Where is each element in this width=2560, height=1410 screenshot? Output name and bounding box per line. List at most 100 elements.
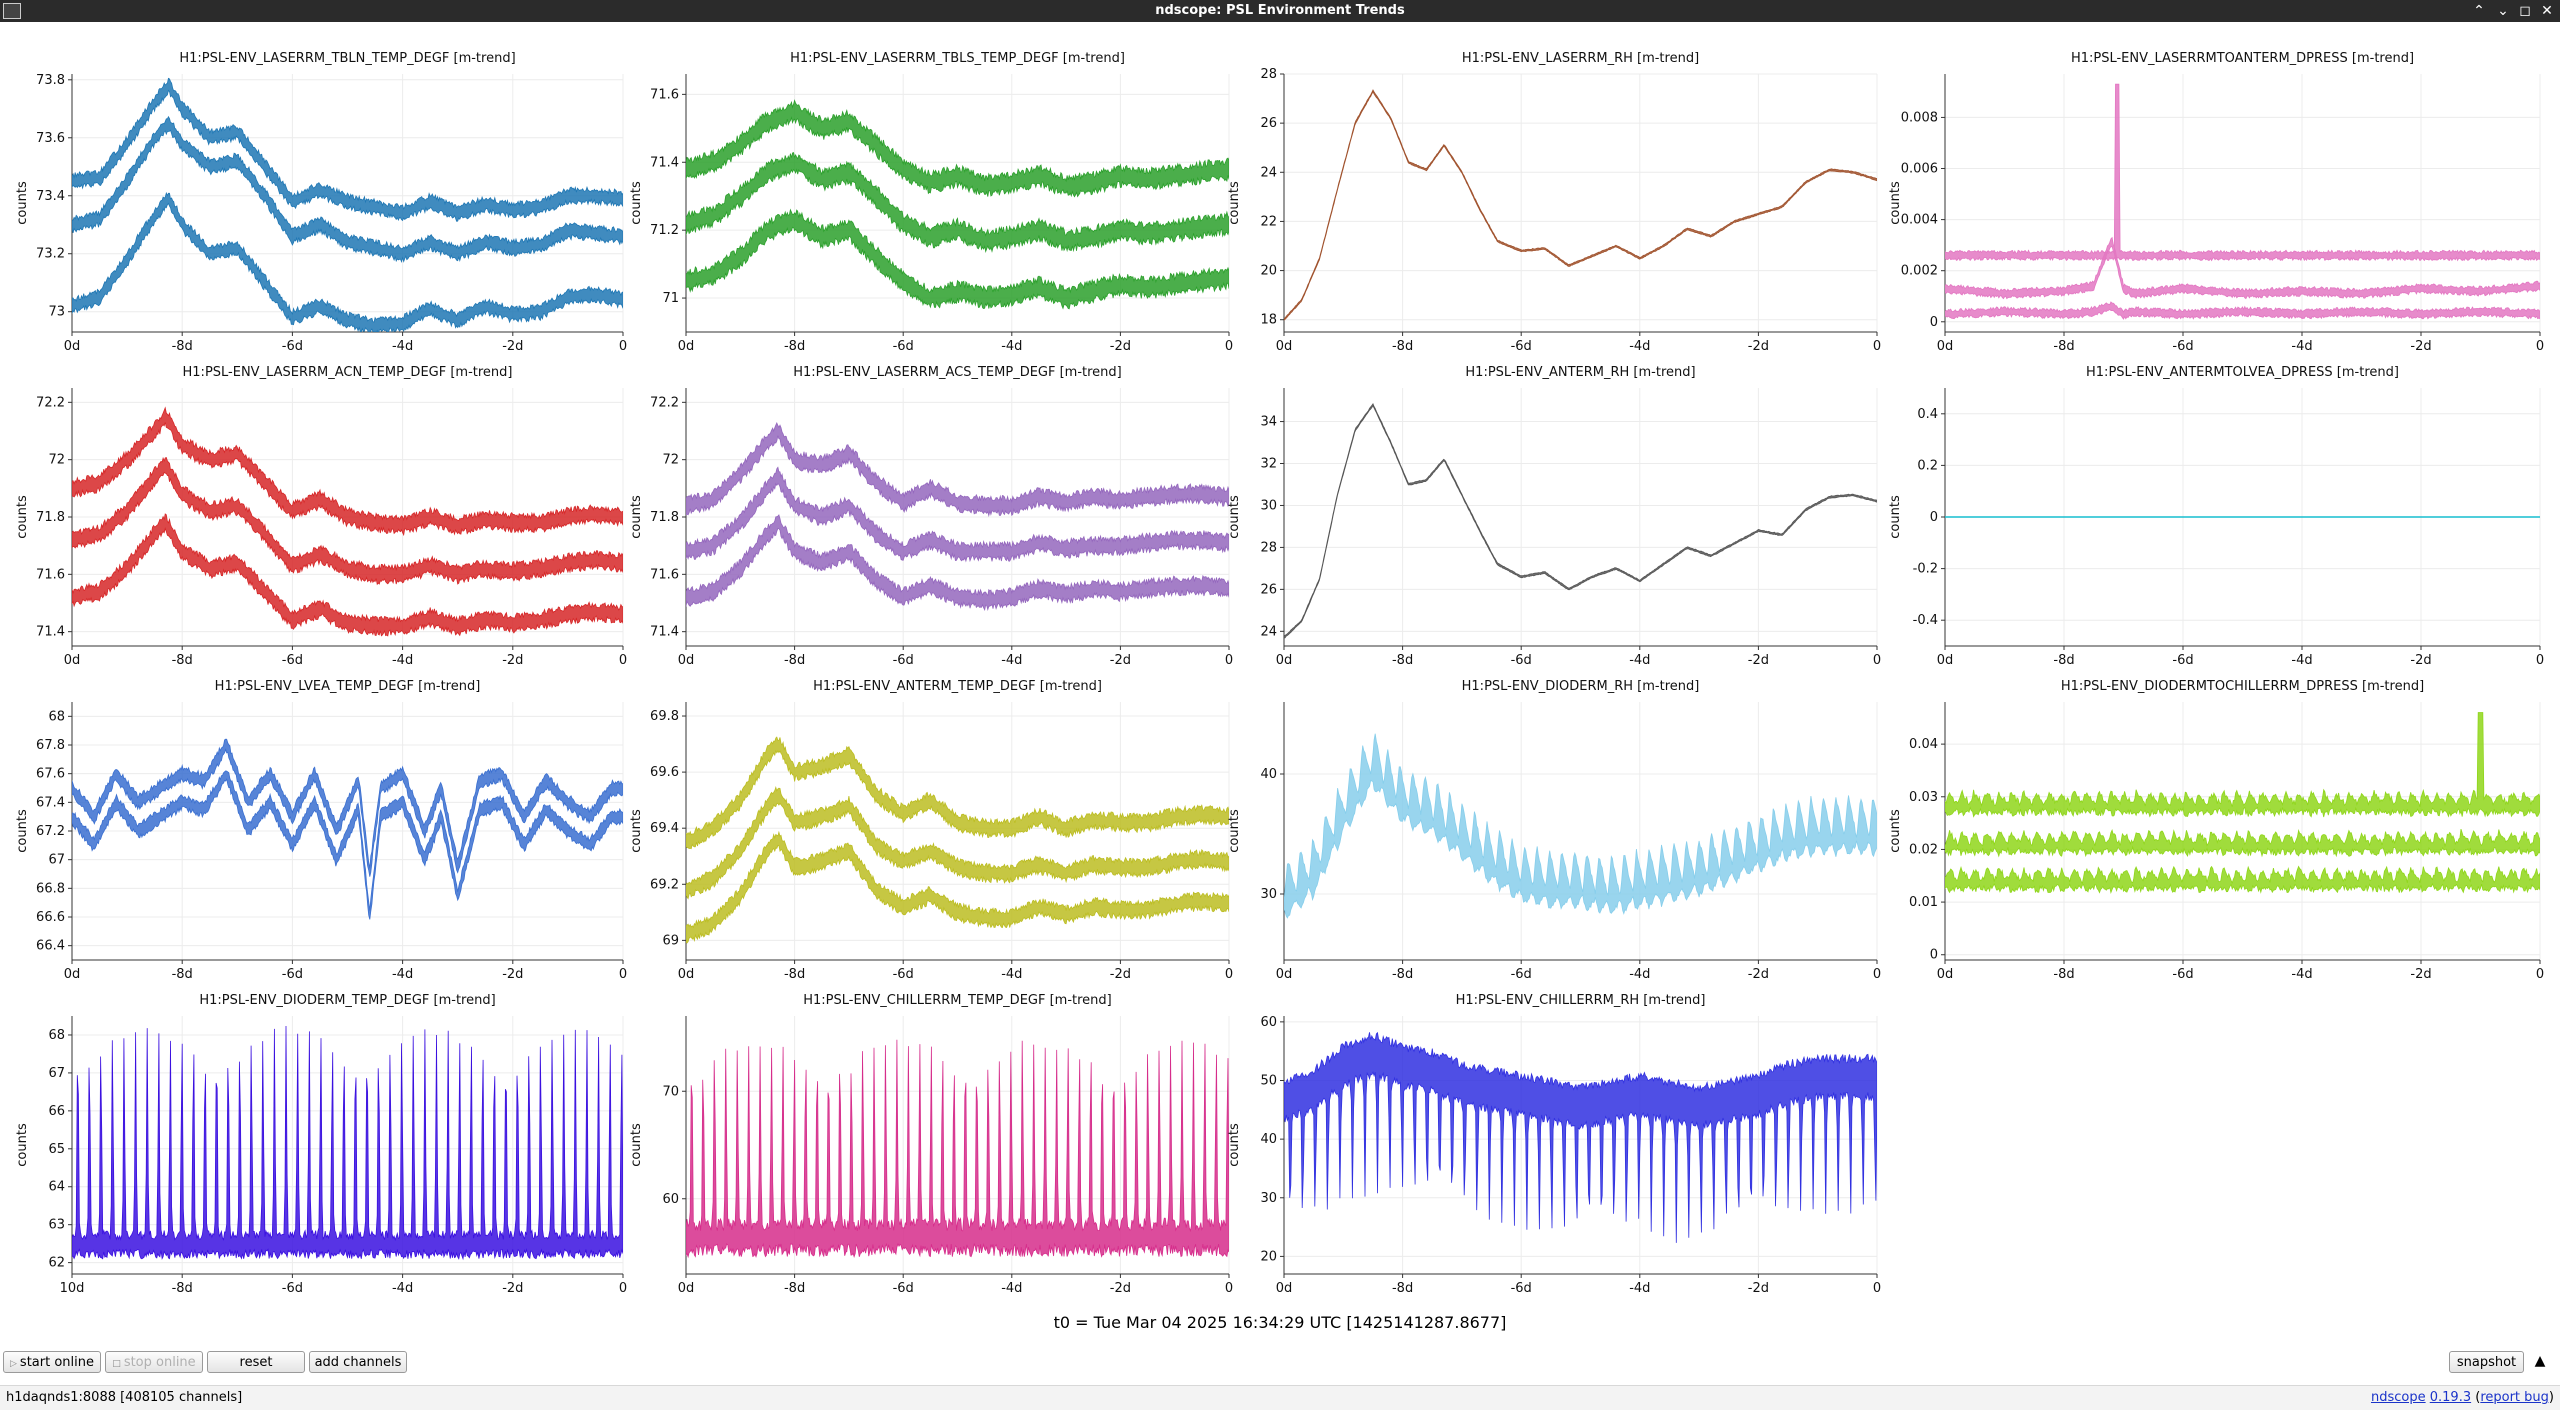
series-band [72,406,623,537]
x-tick-label: -4d [1629,339,1650,354]
y-tick-label: 20 [1260,264,1277,279]
y-tick-label: 71 [662,291,679,306]
y-tick-label: 69.6 [650,765,679,780]
add-channels-button[interactable]: add channels [309,1351,407,1373]
x-tick-label: -8d [784,653,805,668]
plot-panel[interactable]: H1:PSL-ENV_DIODERMTOCHILLERRM_DPRESS [m-… [1888,679,2544,982]
plot-panel[interactable]: H1:PSL-ENV_DIODERM_TEMP_DEGF [m-trend] 62… [15,993,627,1296]
y-tick-label: 30 [1260,1191,1277,1206]
y-tick-label: 0 [1930,510,1938,525]
y-axis-label: counts [1227,809,1242,853]
y-tick-label: 71.6 [650,87,679,102]
x-tick-label: -6d [1511,967,1532,982]
report-bug-link[interactable]: report bug [2480,1390,2549,1405]
x-tick-label: -2d [1110,967,1131,982]
plot-title: H1:PSL-ENV_CHILLERRM_TEMP_DEGF [m-trend] [803,993,1111,1008]
series-band [686,466,1229,563]
y-tick-label: 26 [1260,582,1277,597]
y-tick-label: 18 [1260,313,1277,328]
plot-panel[interactable]: H1:PSL-ENV_LASERRM_TBLN_TEMP_DEGF [m-tre… [15,51,627,354]
plot-title: H1:PSL-ENV_LASERRM_RH [m-trend] [1462,51,1699,66]
y-tick-label: 66.4 [36,939,65,954]
y-tick-label: 67.6 [36,767,65,782]
series-band [686,736,1229,850]
plot-title: H1:PSL-ENV_DIODERM_TEMP_DEGF [m-trend] [199,993,495,1008]
collapse-arrow-icon[interactable]: ▲ [2534,1353,2546,1369]
stop-online-button[interactable]: □ stop online [105,1351,203,1373]
snapshot-button[interactable]: snapshot [2449,1351,2524,1373]
plot-panel[interactable]: H1:PSL-ENV_ANTERM_TEMP_DEGF [m-trend] 69 6… [629,679,1233,982]
plot-panel[interactable]: H1:PSL-ENV_LASERRM_ACS_TEMP_DEGF [m-tren… [629,365,1233,668]
x-tick-label: 0d [1276,653,1293,668]
plot-title: H1:PSL-ENV_LASERRM_ACN_TEMP_DEGF [m-tren… [183,365,513,380]
y-tick-label: 24 [1260,165,1277,180]
plot-panel[interactable]: H1:PSL-ENV_LASERRM_TBLS_TEMP_DEGF [m-tre… [629,51,1233,354]
y-tick-label: 71.6 [36,567,65,582]
version-link[interactable]: 0.19.3 [2429,1390,2472,1405]
x-tick-label: -8d [784,967,805,982]
plot-panel[interactable]: H1:PSL-ENV_LASERRMTOANTERM_DPRESS [m-tre… [1888,51,2544,354]
x-tick-label: -2d [502,1281,523,1296]
app-name-link[interactable]: ndscope [2370,1390,2426,1405]
y-tick-label: 0 [1930,315,1938,330]
window-title: ndscope: PSL Environment Trends [1155,3,1405,18]
y-tick-label: 0.03 [1909,790,1938,805]
plot-panel[interactable]: H1:PSL-ENV_LASERRM_RH [m-trend] 18 20 22 24 2… [1227,51,1881,354]
y-axis-label: counts [629,495,644,539]
minimize-icon[interactable]: ⌄ [2497,3,2509,19]
y-tick-label: 71.4 [650,155,679,170]
y-tick-label: 50 [1260,1074,1277,1089]
y-tick-label: 69.4 [650,821,679,836]
x-tick-label: 0 [1873,1281,1881,1296]
plot-panel[interactable]: H1:PSL-ENV_CHILLERRM_RH [m-trend] 20 30 40 5… [1227,993,1881,1296]
x-tick-label: 0 [2536,653,2544,668]
plot-traces [686,422,1229,612]
plot-traces [1284,89,1877,321]
x-tick-label: 0d [678,653,695,668]
start-online-button[interactable]: ▷ start online [3,1351,101,1373]
x-tick-label: 0 [1225,1281,1233,1296]
y-tick-label: 71.2 [650,223,679,238]
plot-panel[interactable]: H1:PSL-ENV_DIODERM_RH [m-trend] 30 40 0d -8d… [1227,679,1881,982]
y-tick-label: 26 [1260,116,1277,131]
shade-icon[interactable]: ⌃ [2473,3,2485,19]
plot-panel[interactable]: H1:PSL-ENV_ANTERMTOLVEA_DPRESS [m-trend]… [1888,365,2544,668]
close-icon[interactable]: ✕ [2541,3,2553,19]
y-tick-label: 0.006 [1901,162,1938,177]
x-tick-label: -2d [2410,339,2431,354]
series-band [1945,712,2540,818]
plot-panel[interactable]: H1:PSL-ENV_LASERRM_ACN_TEMP_DEGF [m-tren… [15,365,627,668]
plot-panel[interactable]: H1:PSL-ENV_CHILLERRM_TEMP_DEGF [m-trend]… [629,993,1233,1296]
y-tick-label: 71.8 [650,510,679,525]
y-tick-label: 71.8 [36,510,65,525]
x-tick-label: -6d [1511,653,1532,668]
reset-button[interactable]: reset [207,1351,305,1373]
plot-panel[interactable]: H1:PSL-ENV_ANTERM_RH [m-trend] 24 26 28 30 32… [1227,365,1881,668]
x-tick-label: -8d [1392,653,1413,668]
x-tick-label: 0d [64,339,81,354]
x-tick-label: -4d [1001,653,1022,668]
y-tick-label: 62 [48,1256,65,1271]
y-tick-label: 24 [1260,624,1277,639]
series-band [72,770,623,920]
maximize-icon[interactable]: ◻ [2519,3,2531,19]
plots-canvas[interactable]: H1:PSL-ENV_LASERRM_TBLN_TEMP_DEGF [m-tre… [0,22,2560,1322]
x-tick-label: -4d [1629,967,1650,982]
y-tick-label: 67.8 [36,738,65,753]
y-tick-label: -0.2 [1913,562,1938,577]
y-tick-label: 30 [1260,887,1277,902]
y-tick-label: 0.002 [1901,264,1938,279]
y-tick-label: 64 [48,1180,65,1195]
y-tick-label: 72.2 [36,395,65,410]
y-tick-label: 69 [662,933,679,948]
y-axis-label: counts [629,1123,644,1167]
x-tick-label: -6d [893,1281,914,1296]
series-band [72,513,623,637]
plot-panel[interactable]: H1:PSL-ENV_LVEA_TEMP_DEGF [m-trend] 66.4 6… [15,679,627,982]
y-axis-label: counts [1227,1123,1242,1167]
x-tick-label: 0 [1225,339,1233,354]
plot-traces [72,738,623,920]
series-band [1945,83,2540,262]
plot-title: H1:PSL-ENV_LASERRM_ACS_TEMP_DEGF [m-tren… [793,365,1122,380]
series-band [1284,89,1877,321]
